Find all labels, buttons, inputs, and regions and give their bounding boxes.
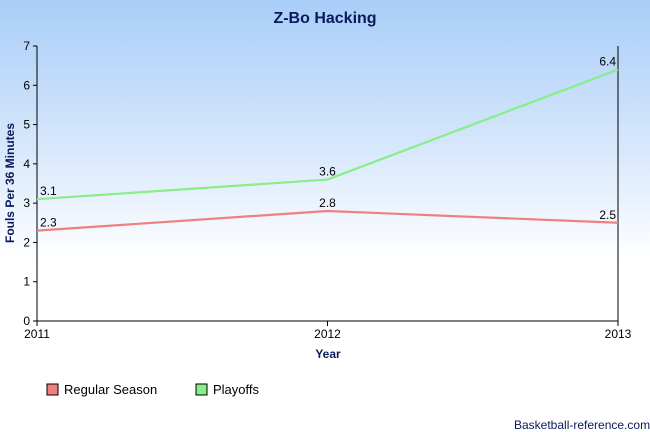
data-label: 6.4	[599, 55, 616, 69]
data-label: 3.1	[40, 184, 57, 198]
y-tick-label: 6	[23, 78, 30, 92]
x-axis-label: Year	[315, 347, 341, 361]
y-tick-label: 2	[23, 235, 30, 249]
legend-label: Playoffs	[213, 382, 260, 397]
plot-area	[37, 46, 618, 321]
x-tick-label: 2013	[605, 327, 632, 341]
y-tick-label: 7	[23, 39, 30, 53]
series-line-0	[36, 209, 619, 232]
legend-swatch	[195, 383, 208, 396]
data-label: 2.3	[40, 216, 57, 230]
y-axis-ticks: 0 1 2 3 4 5 6 7	[23, 39, 37, 328]
legend: Regular Season Playoffs	[46, 382, 260, 397]
x-tick-label: 2011	[24, 327, 50, 341]
series-line-1	[36, 68, 619, 201]
y-tick-label: 3	[23, 196, 30, 210]
y-axis-label: Fouls Per 36 Minutes	[3, 123, 17, 243]
y-tick-label: 5	[23, 118, 30, 132]
legend-label: Regular Season	[64, 382, 157, 397]
data-label: 2.5	[599, 208, 616, 222]
y-tick-label: 1	[23, 275, 30, 289]
axes	[36, 46, 619, 322]
data-label: 2.8	[319, 196, 336, 210]
data-label: 3.6	[319, 165, 336, 179]
chart-title: Z-Bo Hacking	[273, 10, 376, 27]
series-layer	[36, 68, 619, 232]
credit-link[interactable]: Basketball-reference.com	[514, 418, 650, 432]
x-tick-label: 2012	[314, 327, 341, 341]
data-labels: 2.3 2.8 2.5 3.1 3.6 6.4	[40, 55, 616, 230]
legend-swatch	[46, 383, 59, 396]
y-tick-label: 0	[23, 314, 30, 328]
y-tick-label: 4	[23, 157, 30, 171]
x-axis-ticks: 2011 2012 2013	[24, 321, 632, 341]
